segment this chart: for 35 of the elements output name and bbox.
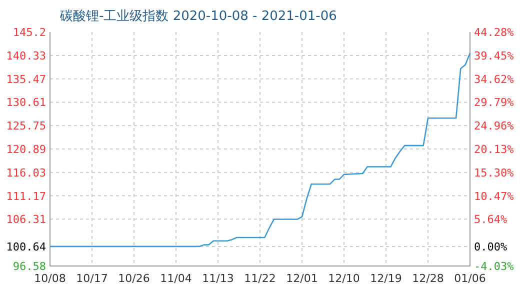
y2-tick-label: 15.30% [474,166,514,180]
x-tick-label: 10/08 [34,272,66,285]
x-tick-label: 10/26 [118,272,150,285]
y2-tick-label: 10.47% [474,190,514,203]
y2-tick-label: 39.45% [474,49,514,62]
y-tick-label: 111.17 [6,190,46,203]
x-tick-label: 11/13 [202,272,234,285]
x-tick-label: 10/17 [76,272,108,285]
y2-tick-label: 0.00% [474,240,508,254]
y2-tick-label: 5.64% [474,213,508,226]
y-tick-label: 100.64 [6,240,46,254]
y-tick-label: 106.31 [6,213,46,226]
x-tick-label: 12/19 [370,272,402,285]
x-tick-label: 11/22 [244,272,276,285]
x-tick-label: 12/28 [412,272,444,285]
y-tick-label: 96.58 [12,260,46,273]
y2-tick-label: 29.79% [474,96,514,110]
y2-tick-label: 34.62% [474,72,514,86]
y-tick-label: 116.03 [6,166,46,180]
x-tick-label: 12/01 [286,272,318,285]
y-tick-label: 125.75 [6,120,46,133]
y-tick-label: 145.2 [12,26,46,39]
y-tick-label: 135.47 [6,72,46,86]
y-tick-label: 120.89 [6,143,46,156]
y2-tick-label: 24.96% [474,120,514,133]
y2-tick-label: -4.03% [474,260,514,273]
y-tick-label: 140.33 [6,49,46,62]
x-tick-label: 12/10 [328,272,360,285]
x-tick-label: 01/06 [454,272,486,285]
chart-title: 碳酸锂-工业级指数 2020-10-08 - 2021-01-06 [59,9,337,24]
x-tick-label: 11/04 [160,272,192,285]
y-tick-label: 130.61 [6,96,46,110]
line-series [49,52,471,248]
y2-tick-label: 44.28% [474,26,514,39]
y2-tick-label: 20.13% [474,142,514,156]
